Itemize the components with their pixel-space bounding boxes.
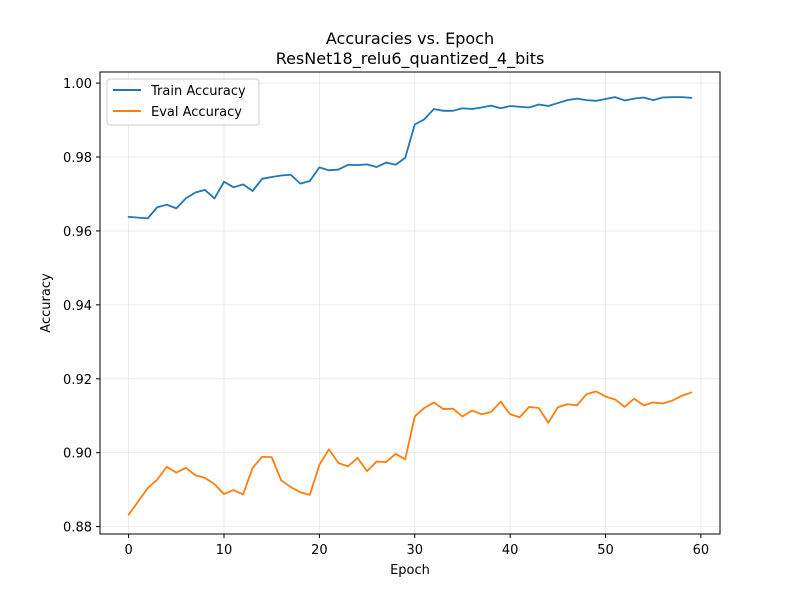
legend-box: [106, 78, 260, 126]
legend-label-eval: Eval Accuracy: [151, 105, 242, 120]
y-tick-label: 1.00: [63, 77, 92, 92]
y-tick-label: 0.88: [63, 521, 92, 536]
grid-lines: [100, 72, 720, 534]
legend-label-train: Train Accuracy: [150, 84, 246, 99]
chart-title: Accuracies vs. Epoch: [326, 29, 494, 48]
x-tick-label: 20: [311, 543, 328, 558]
x-tick-label: 50: [597, 543, 614, 558]
y-tick-label: 0.96: [63, 225, 92, 240]
series-lines: [127, 96, 693, 516]
legend: Train Accuracy Eval Accuracy: [106, 78, 260, 126]
y-tick-label: 0.94: [63, 299, 92, 314]
x-tick-label: 0: [124, 543, 132, 558]
y-tick-label: 0.90: [63, 447, 92, 462]
y-tick-label: 0.98: [63, 151, 92, 166]
x-tick-label: 30: [406, 543, 423, 558]
plot-frame: [99, 71, 721, 535]
series-line-train: [127, 96, 693, 220]
x-axis-label: Epoch: [390, 563, 430, 578]
x-tick-label: 10: [216, 543, 233, 558]
x-tick-label: 60: [693, 543, 710, 558]
series-line-eval: [127, 390, 693, 516]
chart-subtitle: ResNet18_relu6_quantized_4_bits: [276, 49, 545, 69]
y-axis-label: Accuracy: [39, 273, 54, 333]
y-tick-label: 0.92: [63, 373, 92, 388]
x-tick-label: 40: [502, 543, 519, 558]
axis-ticks: 0 10 20 30 40 50 60 0.88 0.90 0.92 0.94 0.96 0.98 1.0…: [63, 77, 709, 558]
